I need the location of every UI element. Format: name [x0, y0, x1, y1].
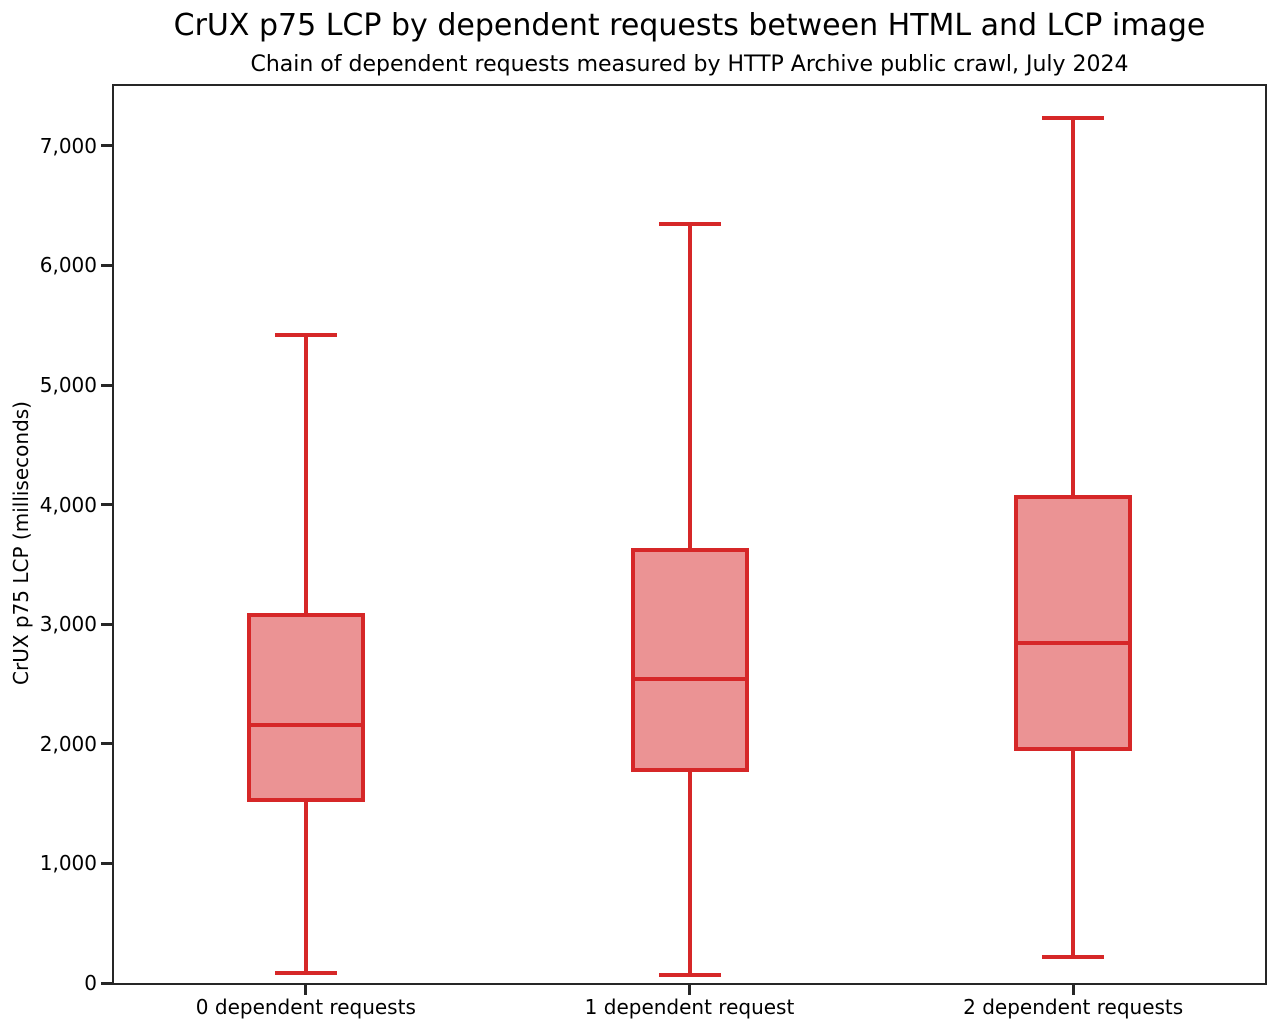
iqr-box	[246, 612, 365, 802]
y-tick-label: 0	[84, 971, 97, 995]
plot-area	[112, 84, 1267, 985]
y-tick-label: 2,000	[39, 731, 97, 756]
whisker-cap-bottom	[1042, 954, 1105, 959]
iqr-box	[1014, 495, 1133, 751]
y-axis-label: CrUX p75 LCP (milliseconds)	[9, 401, 33, 685]
y-tick-label: 4,000	[39, 492, 97, 517]
x-tick-label: 1 dependent request	[584, 995, 795, 1019]
x-tick-mark	[304, 985, 308, 995]
whisker-lower	[1071, 748, 1076, 957]
chart-subtitle: Chain of dependent requests measured by …	[250, 52, 1129, 77]
whisker-lower	[687, 770, 692, 975]
y-tick-mark	[101, 503, 112, 507]
y-tick-label: 7,000	[39, 133, 97, 158]
chart-title: CrUX p75 LCP by dependent requests betwe…	[173, 8, 1206, 43]
y-tick-label: 1,000	[39, 851, 97, 876]
y-tick-mark	[101, 383, 112, 387]
y-tick-label: 6,000	[39, 253, 97, 278]
median-line	[246, 722, 365, 727]
whisker-lower	[303, 800, 308, 974]
iqr-box	[630, 548, 749, 773]
x-tick-mark	[1071, 985, 1075, 995]
whisker-cap-top	[1042, 116, 1105, 121]
y-tick-mark	[101, 742, 112, 746]
whisker-cap-top	[658, 221, 721, 226]
whisker-cap-bottom	[658, 972, 721, 977]
y-tick-mark	[101, 144, 112, 148]
whisker-cap-bottom	[274, 971, 337, 976]
whisker-upper	[1071, 118, 1076, 498]
y-tick-mark	[101, 263, 112, 267]
y-tick-mark	[101, 981, 112, 985]
median-line	[630, 677, 749, 682]
y-tick-mark	[101, 622, 112, 626]
x-tick-mark	[688, 985, 691, 995]
y-tick-mark	[101, 861, 112, 865]
x-tick-label: 2 dependent requests	[963, 995, 1184, 1019]
whisker-upper	[687, 223, 692, 551]
x-tick-label: 0 dependent requests	[195, 995, 416, 1019]
y-tick-label: 5,000	[39, 373, 97, 397]
median-line	[1014, 641, 1133, 646]
whisker-upper	[303, 334, 308, 615]
whisker-cap-top	[274, 332, 337, 337]
y-tick-label: 3,000	[39, 612, 97, 637]
